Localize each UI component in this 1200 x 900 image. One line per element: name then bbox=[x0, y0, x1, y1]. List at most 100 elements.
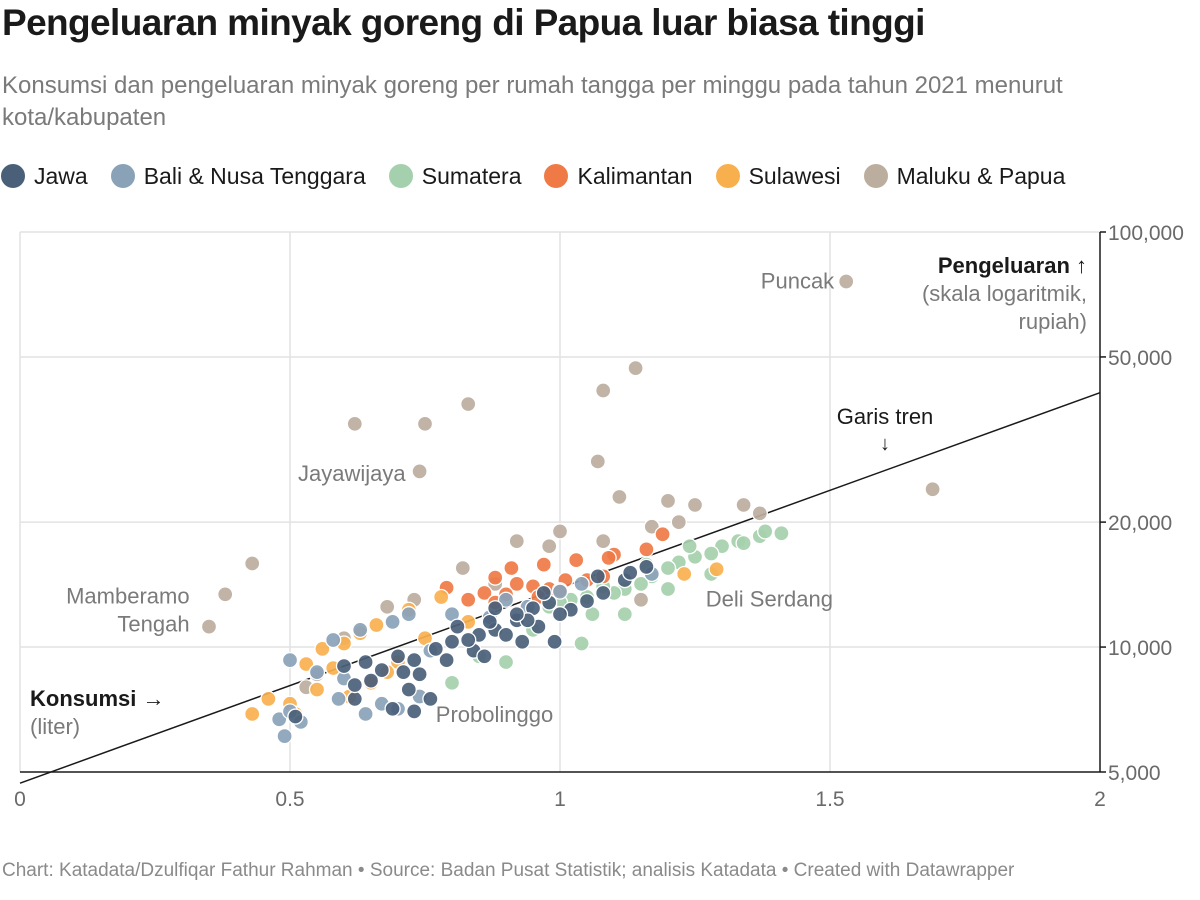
data-point bbox=[368, 616, 385, 634]
data-point bbox=[487, 569, 504, 586]
data-point bbox=[352, 621, 369, 639]
legend: Jawa Bali & Nusa Tenggara Sumatera Kalim… bbox=[0, 160, 1087, 192]
point-annotation: Deli Serdang bbox=[706, 586, 833, 611]
data-point bbox=[281, 651, 299, 669]
data-point bbox=[276, 728, 293, 745]
data-point bbox=[551, 606, 569, 623]
data-point bbox=[271, 711, 288, 728]
data-point bbox=[406, 651, 423, 669]
data-point bbox=[551, 523, 569, 540]
point-annotation: Jayawijaya bbox=[298, 461, 406, 486]
legend-swatch bbox=[0, 163, 26, 189]
data-point bbox=[659, 580, 677, 598]
data-point bbox=[438, 651, 455, 669]
data-point bbox=[503, 559, 520, 577]
data-point bbox=[578, 593, 596, 610]
data-point bbox=[595, 584, 612, 602]
legend-item-sumatera: Sumatera bbox=[387, 162, 522, 190]
data-point bbox=[373, 661, 390, 679]
data-point bbox=[654, 526, 671, 543]
data-point bbox=[406, 703, 423, 720]
data-point bbox=[357, 705, 374, 723]
data-point bbox=[535, 556, 552, 573]
data-point bbox=[481, 613, 498, 631]
data-point bbox=[751, 505, 768, 522]
data-point bbox=[443, 674, 461, 691]
data-point bbox=[632, 591, 650, 608]
data-point bbox=[384, 613, 401, 631]
data-point bbox=[260, 690, 277, 708]
legend-item-sulawesi: Sulawesi bbox=[714, 163, 841, 190]
data-point bbox=[735, 496, 752, 514]
data-point bbox=[427, 640, 444, 658]
data-point bbox=[627, 359, 644, 377]
data-point bbox=[454, 559, 471, 577]
data-point bbox=[460, 395, 477, 413]
axes: 0 0.5 1 1.5 25,000 10,000 20,000 50,000 100,000 bbox=[14, 222, 1184, 811]
data-point bbox=[314, 640, 331, 658]
data-point bbox=[217, 586, 234, 603]
data-point bbox=[416, 415, 434, 432]
legend-label: Maluku & Papua bbox=[896, 162, 1066, 189]
data-point bbox=[757, 523, 774, 540]
data-point bbox=[449, 618, 466, 635]
x-tick-label: 2 bbox=[1094, 788, 1106, 811]
chart-subtitle: Konsumsi dan pengeluaran minyak goreng p… bbox=[2, 72, 1063, 131]
x-axis-title-bold: Konsumsi → bbox=[30, 686, 164, 711]
chart-footer: Chart: Katadata/Dzulfiqar Fathur Rahman … bbox=[2, 860, 1015, 881]
y-tick-label: 100,000 bbox=[1108, 222, 1184, 245]
data-point bbox=[433, 588, 450, 606]
legend-swatch bbox=[543, 163, 570, 189]
data-point bbox=[476, 648, 493, 665]
data-point bbox=[551, 583, 569, 600]
data-point bbox=[357, 653, 374, 671]
x-tick-label: 0 bbox=[14, 788, 26, 811]
x-axis-title-sub: (liter) bbox=[30, 714, 80, 739]
legend-swatch bbox=[862, 163, 889, 189]
data-point bbox=[600, 549, 617, 567]
data-point bbox=[616, 606, 633, 623]
x-tick-label: 1.5 bbox=[815, 788, 844, 811]
data-point bbox=[308, 681, 326, 698]
data-point bbox=[335, 657, 353, 675]
x-tick-label: 1 bbox=[554, 788, 566, 811]
data-point bbox=[676, 565, 693, 583]
data-point bbox=[595, 532, 612, 550]
data-point bbox=[460, 631, 477, 649]
y-axis-title-sub-1: (skala logaritmik, bbox=[922, 281, 1087, 306]
legend-label: Jawa bbox=[34, 162, 88, 189]
trend-label: Garis tren bbox=[837, 404, 934, 429]
data-point bbox=[411, 463, 428, 480]
y-tick-label: 50,000 bbox=[1108, 347, 1172, 370]
data-point bbox=[411, 666, 428, 683]
data-point bbox=[589, 568, 606, 585]
data-point bbox=[573, 635, 590, 652]
point-annotation: Probolinggo bbox=[436, 702, 553, 727]
data-point bbox=[508, 575, 525, 592]
legend-label: Sumatera bbox=[421, 162, 522, 189]
point-annotation: Tengah bbox=[117, 611, 189, 636]
data-point bbox=[379, 598, 396, 615]
data-point bbox=[622, 564, 639, 581]
data-point bbox=[514, 633, 531, 650]
data-point bbox=[346, 690, 363, 708]
legend-item-maluku-papua: Maluku & Papua bbox=[862, 162, 1066, 190]
data-point bbox=[638, 541, 655, 558]
data-point bbox=[325, 631, 342, 649]
data-point bbox=[308, 664, 326, 681]
data-point bbox=[508, 606, 525, 623]
data-point bbox=[546, 633, 563, 650]
data-point bbox=[670, 513, 687, 531]
legend-swatch bbox=[387, 163, 414, 189]
data-point bbox=[508, 532, 525, 550]
data-point bbox=[703, 545, 720, 562]
data-point bbox=[638, 558, 655, 576]
data-point bbox=[497, 653, 515, 671]
data-point bbox=[681, 538, 698, 555]
data-point bbox=[476, 584, 493, 602]
annotations: Pengeluaran ↑ (skala logaritmik, rupiah)… bbox=[30, 253, 1087, 739]
data-point bbox=[589, 453, 606, 470]
data-point bbox=[568, 551, 585, 569]
data-point bbox=[400, 606, 417, 623]
data-point bbox=[346, 415, 363, 432]
